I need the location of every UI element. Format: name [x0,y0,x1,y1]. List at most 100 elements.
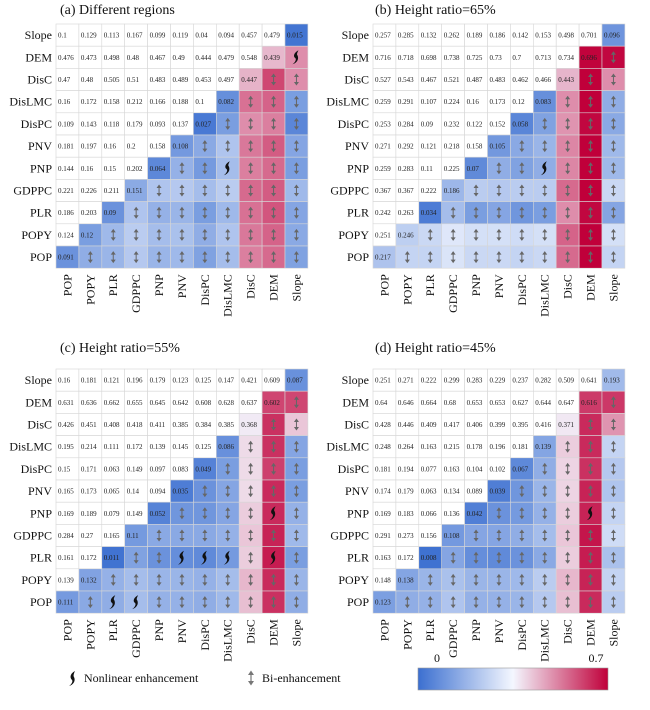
cell-value-label: 0.428 [375,421,391,429]
bi-enhancement-icon [610,51,616,64]
cell-value-label: 0.527 [375,76,391,84]
bi-enhancement-icon [293,206,299,219]
nonlinear-enhancement-icon [540,161,547,176]
bi-enhancement-icon [588,551,594,564]
cell-value-label: 0.149 [127,465,143,473]
cell-value-label: 0.406 [467,421,483,429]
bi-enhancement-icon [588,596,594,609]
cell-value-label: 0.027 [195,120,211,128]
bi-enhancement-icon [248,95,254,108]
row-label: Slope [342,28,369,42]
bi-enhancement-icon [450,206,456,219]
cell-value-label: 0.134 [444,488,460,496]
bi-enhancement-icon [588,485,594,498]
cell-value-label: 0.609 [264,377,280,385]
bi-enhancement-icon [427,596,433,609]
cell-value-label: 0.178 [467,443,483,451]
bi-enhancement-icon [271,184,277,197]
bi-enhancement-icon [542,485,548,498]
bi-enhancement-icon [450,551,456,564]
cell-value-label: 0.214 [81,443,97,451]
cell-value-label: 0.645 [150,399,166,407]
cell-value-label: 0.15 [58,465,71,473]
cell-value-label: 0.299 [444,377,460,385]
row-label: DisLMC [326,95,369,109]
row-label: DisPC [21,462,52,476]
bi-enhancement-icon [610,418,616,431]
cell-value-label: 0.015 [287,32,303,40]
bi-enhancement-icon [293,251,299,264]
row-label: DisPC [338,462,369,476]
row-label: PLR [30,206,52,220]
cell-value-label: 0.11 [421,165,433,173]
cell-value-label: 0.608 [195,399,211,407]
cell-value-label: 0.194 [398,465,414,473]
cell-value-label: 0.385 [218,421,234,429]
bi-enhancement-icon [473,573,479,586]
bi-enhancement-icon [248,440,254,453]
row-label: POPY [338,573,369,587]
bi-enhancement-icon [519,485,525,498]
bi-enhancement-icon [248,140,254,153]
panel-title: (a) Different regions [60,3,175,18]
bi-enhancement-icon [473,596,479,609]
bi-enhancement-icon [496,573,502,586]
bi-enhancement-icon [519,228,525,241]
cell-value-label: 0.416 [535,421,551,429]
cell-value-label: 0.462 [512,76,528,84]
cell-value-label: 0.183 [398,510,414,518]
cell-value-label: 0.473 [81,54,97,62]
colorbar-max-label: 0.7 [589,651,604,665]
row-label: PNV [28,484,52,498]
bi-enhancement-icon [542,251,548,264]
cell-value-label: 0.701 [581,32,597,40]
bi-enhancement-icon [588,462,594,475]
cell-value-label: 0.089 [467,488,483,496]
bi-enhancement-icon [610,529,616,542]
column-label: GDPPC [129,619,143,658]
bi-enhancement-icon [588,162,594,175]
cell-value-label: 0.251 [375,377,391,385]
cell-value-label: 0.498 [104,54,120,62]
bi-enhancement-icon [202,529,208,542]
cell-value-label: 0.139 [535,443,551,451]
bi-enhancement-icon [225,184,231,197]
row-label: PLR [30,551,52,565]
bi-enhancement-icon [248,117,254,130]
nonlinear-enhancement-icon [200,550,207,565]
row-label: DisC [344,73,369,87]
bi-enhancement-icon [156,228,162,241]
cell-value-label: 0.262 [444,32,460,40]
row-label: PNV [345,484,369,498]
cell-value-label: 0.48 [127,54,140,62]
bi-enhancement-icon [293,117,299,130]
bi-enhancement-icon [588,228,594,241]
cell-value-label: 0.282 [535,377,551,385]
cell-value-label: 0.189 [467,32,483,40]
bi-enhancement-icon [542,529,548,542]
column-label: PNV [175,619,189,643]
row-label: DisC [344,418,369,432]
cell-value-label: 0.087 [287,377,303,385]
cell-value-label: 0.108 [173,143,189,151]
cell-value-label: 0.253 [375,120,391,128]
bi-enhancement-icon [565,184,571,197]
bi-enhancement-icon [293,396,299,409]
bi-enhancement-icon [293,228,299,241]
bi-enhancement-icon [473,228,479,241]
cell-value-label: 0.224 [444,98,460,106]
bi-enhancement-icon [450,596,456,609]
bi-enhancement-icon [565,162,571,175]
cell-value-label: 0.167 [127,32,143,40]
cell-value-label: 0.655 [127,399,143,407]
bi-enhancement-icon [565,596,571,609]
bi-enhancement-icon [565,551,571,564]
cell-value-label: 0.1 [58,32,67,40]
column-label: Slope [289,619,303,646]
cell-value-label: 0.49 [173,54,186,62]
bi-enhancement-icon [225,485,231,498]
cell-value-label: 0.738 [444,54,460,62]
cell-value-label: 0.251 [375,231,391,239]
cell-value-label: 0.067 [512,465,528,473]
cell-value-label: 0.408 [104,421,120,429]
